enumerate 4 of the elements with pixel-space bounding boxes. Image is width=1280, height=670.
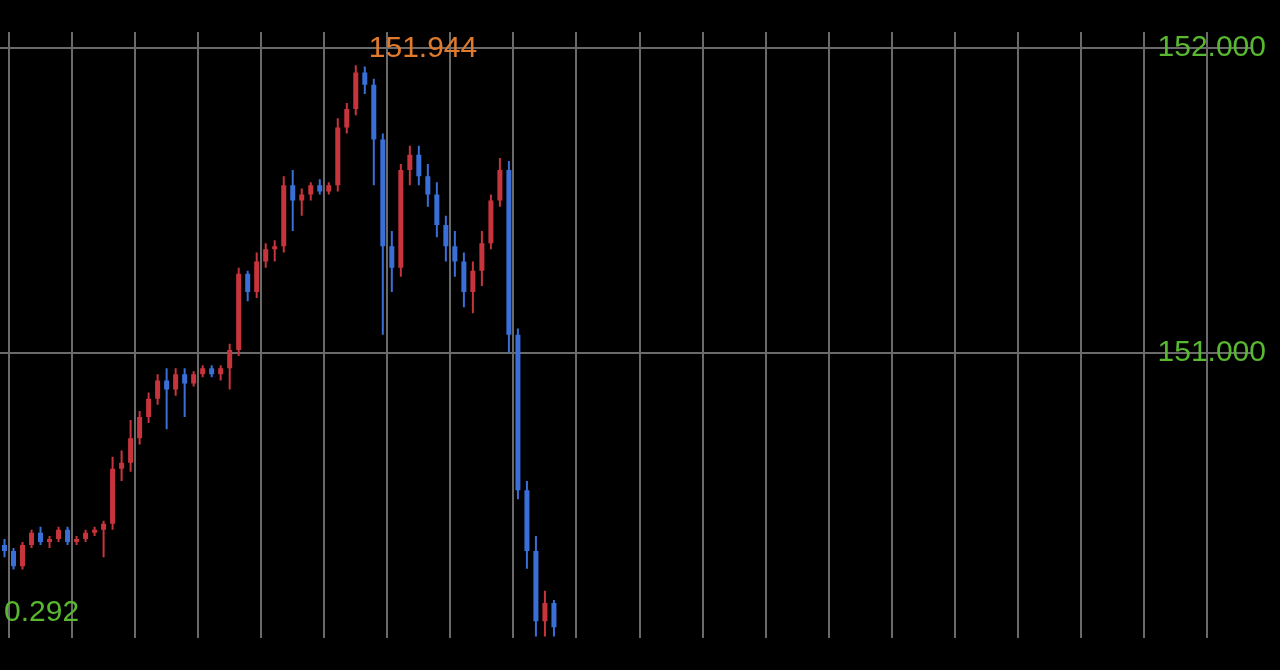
candlestick bbox=[299, 188, 305, 216]
candlestick bbox=[164, 368, 170, 430]
candlestick bbox=[272, 240, 278, 262]
annotation: 151.944 bbox=[368, 30, 478, 64]
